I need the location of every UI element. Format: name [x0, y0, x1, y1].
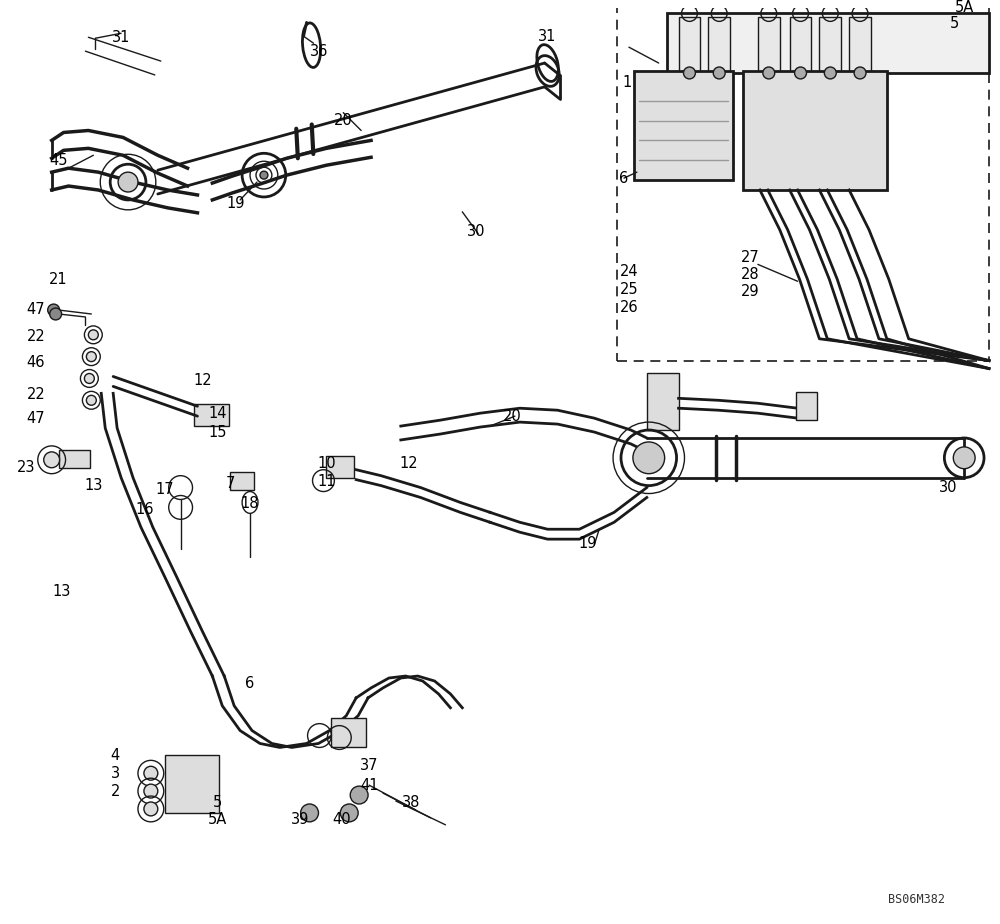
Circle shape	[118, 172, 138, 192]
Text: 10: 10	[317, 456, 336, 471]
Text: 12: 12	[399, 456, 418, 471]
Text: 31: 31	[538, 29, 557, 43]
Bar	[165, 756, 219, 813]
Text: 18: 18	[241, 496, 259, 511]
Circle shape	[633, 442, 665, 474]
Text: 26: 26	[620, 299, 638, 314]
Text: 11: 11	[317, 474, 336, 489]
Circle shape	[48, 304, 60, 316]
Bar	[796, 393, 817, 420]
Text: 47: 47	[26, 301, 45, 317]
Circle shape	[763, 67, 775, 79]
Bar	[647, 372, 679, 430]
Text: 4: 4	[111, 748, 120, 763]
Text: 41: 41	[360, 778, 378, 793]
Bar	[819, 18, 841, 73]
Text: 5A: 5A	[955, 0, 974, 15]
Circle shape	[854, 67, 866, 79]
Bar	[790, 18, 811, 73]
Text: 21: 21	[49, 272, 68, 286]
Circle shape	[795, 67, 806, 79]
Circle shape	[86, 352, 96, 361]
Bar	[230, 471, 254, 490]
Bar	[331, 718, 366, 748]
Text: 24: 24	[620, 264, 638, 279]
Circle shape	[144, 766, 158, 780]
Text: 40: 40	[332, 812, 351, 827]
Circle shape	[88, 330, 98, 340]
Text: 17: 17	[155, 482, 174, 497]
Bar	[59, 450, 90, 468]
Circle shape	[44, 452, 60, 468]
Bar	[849, 18, 871, 73]
Text: 20: 20	[334, 113, 353, 128]
Text: 37: 37	[360, 758, 378, 772]
Text: 30: 30	[467, 225, 485, 239]
Circle shape	[84, 373, 94, 383]
Bar	[194, 405, 229, 426]
Text: 14: 14	[208, 406, 227, 420]
Bar	[326, 456, 354, 478]
Text: 20: 20	[503, 408, 521, 424]
Circle shape	[86, 395, 96, 406]
Text: 13: 13	[84, 478, 103, 493]
Text: 38: 38	[402, 796, 420, 810]
Text: 7: 7	[226, 476, 235, 491]
Circle shape	[713, 67, 725, 79]
Bar	[743, 71, 887, 190]
Text: 30: 30	[939, 480, 958, 495]
Text: 19: 19	[578, 536, 597, 551]
Text: 22: 22	[26, 329, 45, 345]
Text: 25: 25	[620, 282, 638, 297]
Circle shape	[340, 804, 358, 821]
Text: 6: 6	[245, 676, 255, 691]
Bar	[679, 18, 700, 73]
Circle shape	[260, 171, 268, 179]
Text: 5A: 5A	[208, 812, 227, 827]
Text: 1: 1	[622, 76, 632, 91]
Text: 47: 47	[26, 410, 45, 426]
Text: 13: 13	[52, 584, 71, 600]
Text: 45: 45	[49, 152, 68, 168]
Text: 31: 31	[112, 30, 130, 44]
Text: 23: 23	[17, 460, 35, 475]
Text: 28: 28	[741, 267, 759, 282]
Circle shape	[144, 784, 158, 798]
Text: 6: 6	[619, 171, 629, 186]
Circle shape	[953, 447, 975, 468]
Bar	[708, 18, 730, 73]
Text: 39: 39	[290, 812, 309, 827]
Text: 27: 27	[741, 250, 759, 265]
Text: 29: 29	[741, 284, 759, 298]
Text: 19: 19	[227, 197, 245, 212]
Bar	[634, 71, 733, 180]
Text: 2: 2	[110, 784, 120, 798]
Text: 3: 3	[111, 766, 120, 781]
Text: 12: 12	[193, 373, 212, 388]
Text: BS06M382: BS06M382	[888, 894, 945, 906]
Circle shape	[301, 804, 318, 821]
Circle shape	[350, 786, 368, 804]
Bar	[758, 18, 780, 73]
Text: 22: 22	[26, 387, 45, 402]
Text: 46: 46	[27, 355, 45, 371]
Bar	[617, 4, 989, 360]
Text: 5: 5	[213, 796, 222, 810]
Circle shape	[144, 802, 158, 816]
Circle shape	[50, 308, 62, 320]
Text: 16: 16	[136, 502, 154, 517]
Text: 5: 5	[950, 16, 959, 30]
Circle shape	[824, 67, 836, 79]
Circle shape	[683, 67, 695, 79]
Bar	[667, 14, 989, 73]
Text: 15: 15	[208, 424, 227, 440]
Text: 36: 36	[310, 43, 329, 58]
